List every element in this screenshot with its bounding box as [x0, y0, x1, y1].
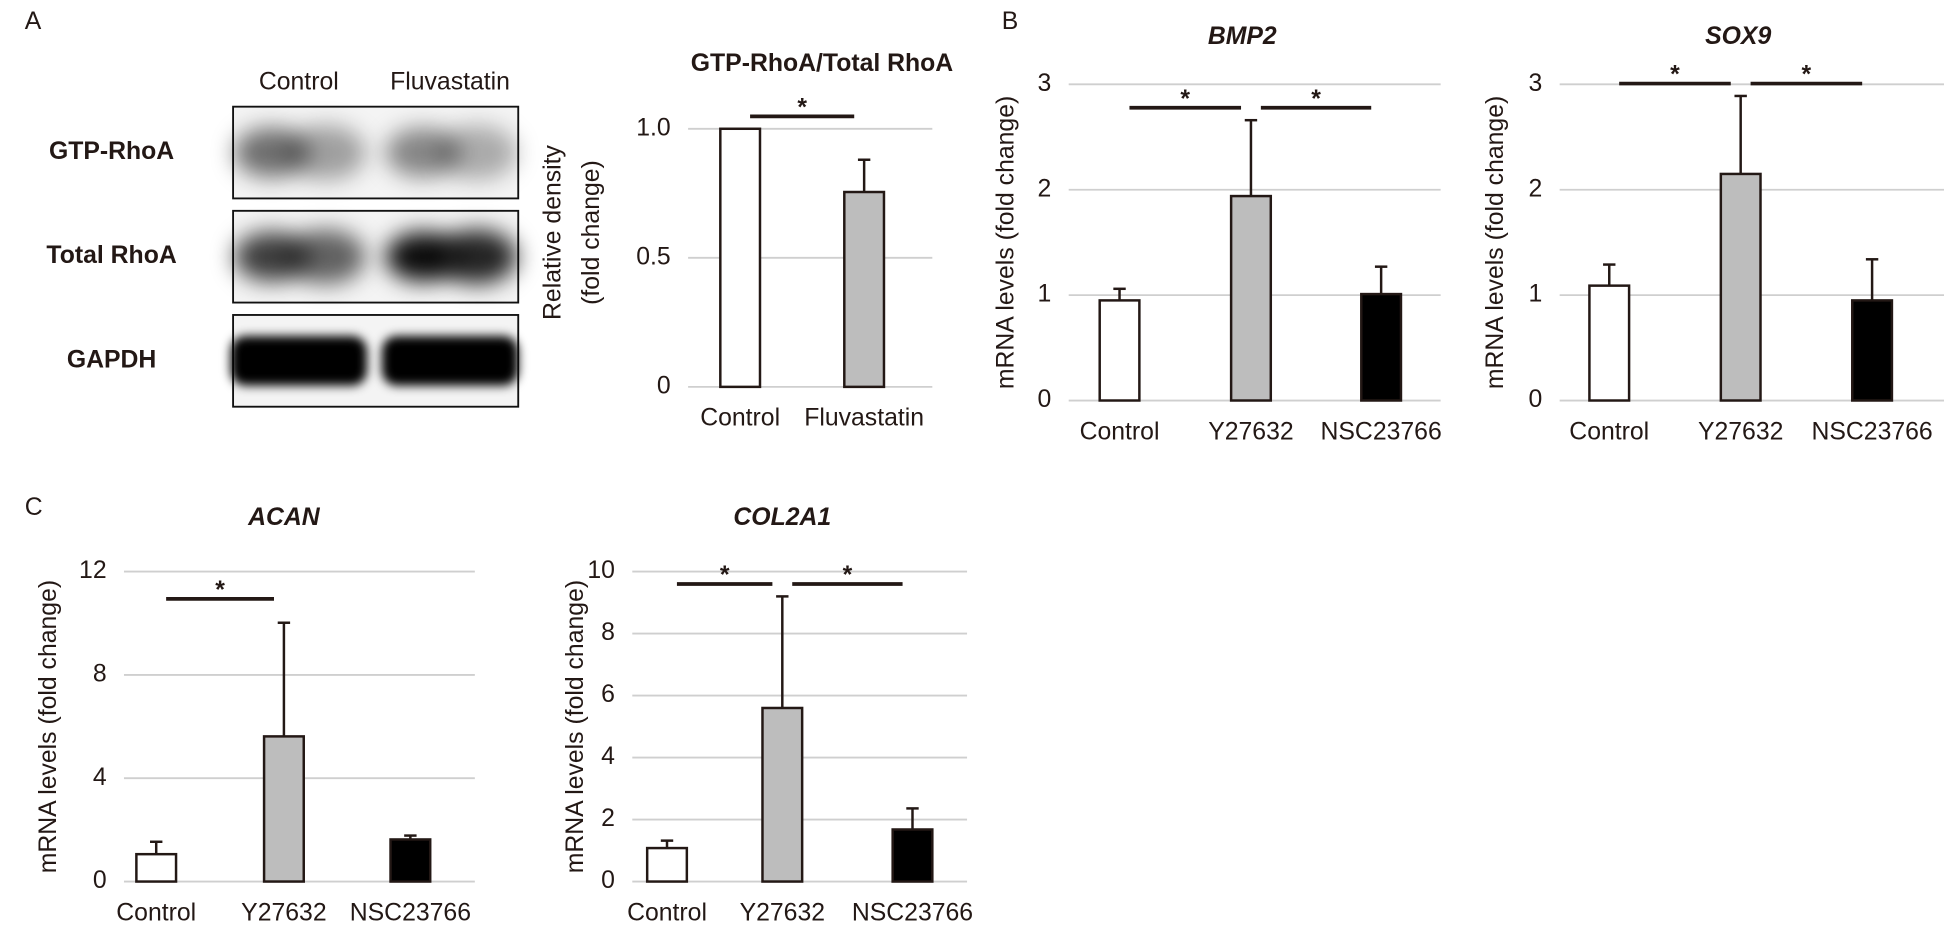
y-tick-label: 4 [93, 764, 107, 791]
chart-title: BMP2 [1208, 23, 1277, 50]
band [234, 125, 366, 180]
significance-label: * [1670, 62, 1680, 89]
x-tick-label: NSC23766 [852, 899, 973, 925]
band [385, 125, 517, 180]
significance-label: * [843, 562, 853, 589]
band [230, 336, 367, 386]
chart-title: COL2A1 [733, 504, 831, 531]
y-tick-label: 1.0 [636, 114, 670, 141]
significance-label: * [215, 577, 225, 604]
bar [891, 828, 934, 883]
y-axis-label: mRNA levels (fold change) [35, 580, 62, 873]
bar [1229, 194, 1273, 402]
y-tick-label: 0 [1529, 386, 1543, 413]
band [437, 125, 517, 180]
bar [719, 127, 762, 389]
y-tick-label: 3 [1529, 70, 1543, 97]
bar [389, 838, 432, 883]
y-tick-label: 0 [601, 867, 615, 894]
bar [1588, 284, 1631, 402]
y-tick-label: 0 [93, 867, 107, 894]
x-tick-label: NSC23766 [1321, 418, 1442, 445]
y-axis-label: mRNA levels (fold change) [992, 96, 1019, 389]
y-tick-label: 1 [1038, 281, 1052, 308]
chart-title: SOX9 [1705, 23, 1771, 50]
bar [262, 735, 305, 883]
band [234, 229, 366, 284]
y-tick-label: 12 [79, 557, 107, 584]
row-label: GTP-RhoA [49, 138, 174, 165]
y-tick-label: 2 [601, 805, 615, 832]
x-tick-label: Control [700, 405, 780, 432]
chart-title: GTP-RhoA/Total RhoA [691, 50, 954, 77]
y-tick-label: 6 [601, 681, 615, 708]
band [437, 229, 517, 284]
band [286, 229, 366, 284]
panel-letter: B [1002, 8, 1019, 35]
bar [1098, 299, 1141, 402]
bar [1719, 172, 1762, 402]
band [234, 231, 309, 282]
significance-label: * [1311, 86, 1321, 113]
bar [843, 190, 886, 389]
bar [135, 852, 178, 883]
band [385, 229, 517, 284]
x-tick-label: Fluvastatin [804, 405, 924, 432]
bar [1851, 299, 1894, 402]
x-tick-label: NSC23766 [350, 899, 471, 925]
y-tick-label: 8 [601, 619, 615, 646]
y-tick-label: 3 [1038, 70, 1052, 97]
y-axis-label: Relative density [540, 144, 567, 320]
x-tick-label: Y27632 [241, 899, 326, 925]
y-tick-label: 10 [587, 557, 615, 584]
y-tick-label: 0 [657, 372, 671, 399]
x-tick-label: Control [1569, 418, 1649, 445]
band [385, 231, 460, 282]
x-tick-label: NSC23766 [1811, 418, 1932, 445]
x-tick-label: Y27632 [740, 899, 825, 925]
significance-label: * [1180, 86, 1190, 113]
x-tick-label: Y27632 [1208, 418, 1293, 445]
y-axis-label: mRNA levels (fold change) [562, 580, 589, 873]
band [230, 336, 367, 386]
bar [1360, 292, 1403, 402]
y-tick-label: 2 [1038, 175, 1052, 202]
x-tick-label: Control [116, 899, 196, 925]
row-label: Total RhoA [46, 242, 176, 269]
y-tick-label: 4 [601, 743, 615, 770]
band [381, 336, 519, 386]
y-tick-label: 2 [1529, 175, 1543, 202]
y-tick-label: 8 [93, 660, 107, 687]
chart-title: ACAN [247, 504, 321, 531]
y-tick-label: 1 [1529, 281, 1543, 308]
band [385, 127, 460, 178]
y-axis-label: (fold change) [578, 160, 605, 305]
y-tick-label: 0.5 [636, 243, 670, 270]
x-tick-label: Y27632 [1698, 418, 1783, 445]
y-axis-label: mRNA levels (fold change) [1482, 96, 1509, 389]
significance-label: * [1802, 62, 1812, 89]
bar [645, 846, 689, 883]
x-tick-label: Control [1080, 418, 1160, 445]
band [381, 336, 519, 386]
panel-letter: C [25, 494, 43, 521]
y-tick-label: 0 [1038, 386, 1052, 413]
band [234, 127, 309, 178]
lane-label: Fluvastatin [390, 69, 510, 96]
lane-label: Control [259, 69, 339, 96]
bar [761, 706, 804, 883]
x-tick-label: Control [627, 899, 707, 925]
band [286, 125, 366, 180]
significance-label: * [720, 562, 730, 589]
row-label: GAPDH [67, 346, 157, 373]
panel-letter: A [25, 8, 42, 35]
significance-label: * [797, 94, 807, 121]
